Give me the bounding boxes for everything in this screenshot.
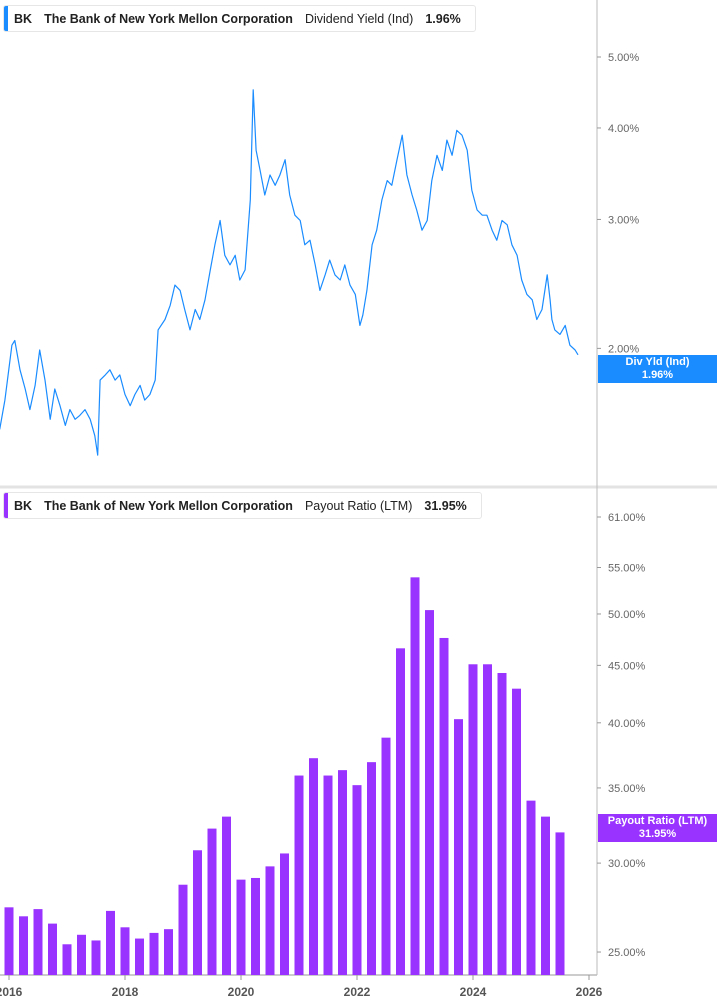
payout-bar — [468, 664, 478, 975]
payout-bar — [497, 673, 507, 975]
payout-bar — [77, 934, 86, 975]
legend-value: 31.95% — [424, 498, 467, 513]
payout-bar — [381, 737, 391, 975]
payout-bar — [280, 853, 289, 975]
badge-value: 31.95% — [638, 828, 677, 840]
x-tick-label: 2026 — [576, 985, 603, 999]
x-tick-label: 2018 — [112, 985, 139, 999]
badge-label: Div Yld (Ind) — [625, 356, 690, 368]
payout-color-swatch — [4, 493, 8, 518]
badge-label: Payout Ratio (LTM) — [607, 815, 708, 827]
payout-bar — [149, 932, 159, 975]
payout-bar — [526, 800, 536, 975]
y-tick-label: 50.00% — [608, 609, 646, 621]
payout-bar — [454, 719, 463, 975]
y-tick-label: 61.00% — [608, 512, 646, 524]
payout-bar — [222, 816, 231, 975]
payout-bar — [19, 916, 28, 975]
y-tick-label: 2.00% — [608, 343, 639, 355]
y-tick-label: 4.00% — [608, 123, 639, 135]
payout-bar — [425, 610, 434, 975]
y-tick-label: 3.00% — [608, 214, 639, 226]
payout-bar — [178, 884, 188, 975]
payout-bar — [309, 758, 318, 975]
yield-last-value-badge: Div Yld (Ind) 1.96% — [598, 355, 717, 383]
y-tick-label: 40.00% — [608, 718, 646, 730]
payout-bar — [323, 775, 333, 975]
payout-bar — [410, 577, 420, 975]
legend-ticker: BK — [14, 498, 33, 513]
payout-bar — [164, 929, 173, 975]
payout-bar — [91, 940, 101, 975]
legend-metric: Payout Ratio (LTM) — [304, 498, 413, 513]
legend-value: 1.96% — [425, 11, 461, 26]
payout-bar — [483, 664, 492, 975]
x-tick-label: 2020 — [228, 985, 255, 999]
y-tick-label: 45.00% — [608, 660, 646, 672]
payout-bar — [251, 877, 260, 975]
legend-ticker: BK — [14, 11, 33, 26]
legend-company: The Bank of New York Mellon Corporation — [44, 498, 293, 513]
x-tick-label: 2016 — [0, 985, 23, 999]
payout-bar — [541, 816, 550, 975]
payout-bar — [236, 879, 246, 975]
legend-metric: Dividend Yield (Ind) — [304, 11, 414, 26]
x-tick-label: 2022 — [344, 985, 371, 999]
payout-last-value-badge: Payout Ratio (LTM) 31.95% — [598, 814, 717, 842]
payout-bar — [352, 785, 362, 975]
payout-bar — [62, 944, 72, 975]
y-tick-label: 25.00% — [608, 947, 646, 959]
payout-bar — [439, 637, 449, 975]
x-tick-label: 2024 — [460, 985, 487, 999]
payout-bar — [207, 828, 217, 975]
payout-bar — [265, 866, 275, 975]
legend-company: The Bank of New York Mellon Corporation — [44, 11, 293, 26]
badge-value: 1.96% — [641, 369, 674, 381]
payout-bar — [33, 909, 43, 975]
payout-bar — [135, 938, 144, 975]
payout-bar — [106, 910, 115, 975]
y-tick-label: 55.00% — [608, 562, 646, 574]
payout-bar — [4, 907, 14, 975]
payout-bar — [512, 688, 521, 975]
payout-bar — [338, 770, 347, 975]
payout-bar — [120, 927, 130, 975]
yield-series-line — [0, 89, 579, 456]
payout-legend: BK The Bank of New York Mellon Corporati… — [3, 492, 482, 519]
payout-bar — [555, 832, 565, 975]
yield-color-swatch — [4, 6, 8, 31]
payout-bar — [294, 775, 304, 975]
payout-bar — [396, 648, 405, 975]
y-tick-label: 30.00% — [608, 858, 646, 870]
payout-bar — [367, 762, 376, 975]
y-tick-label: 35.00% — [608, 783, 646, 795]
yield-legend: BK The Bank of New York Mellon Corporati… — [3, 5, 476, 32]
y-tick-label: 5.00% — [608, 52, 639, 64]
payout-bar — [48, 923, 57, 975]
payout-bar — [193, 850, 202, 975]
